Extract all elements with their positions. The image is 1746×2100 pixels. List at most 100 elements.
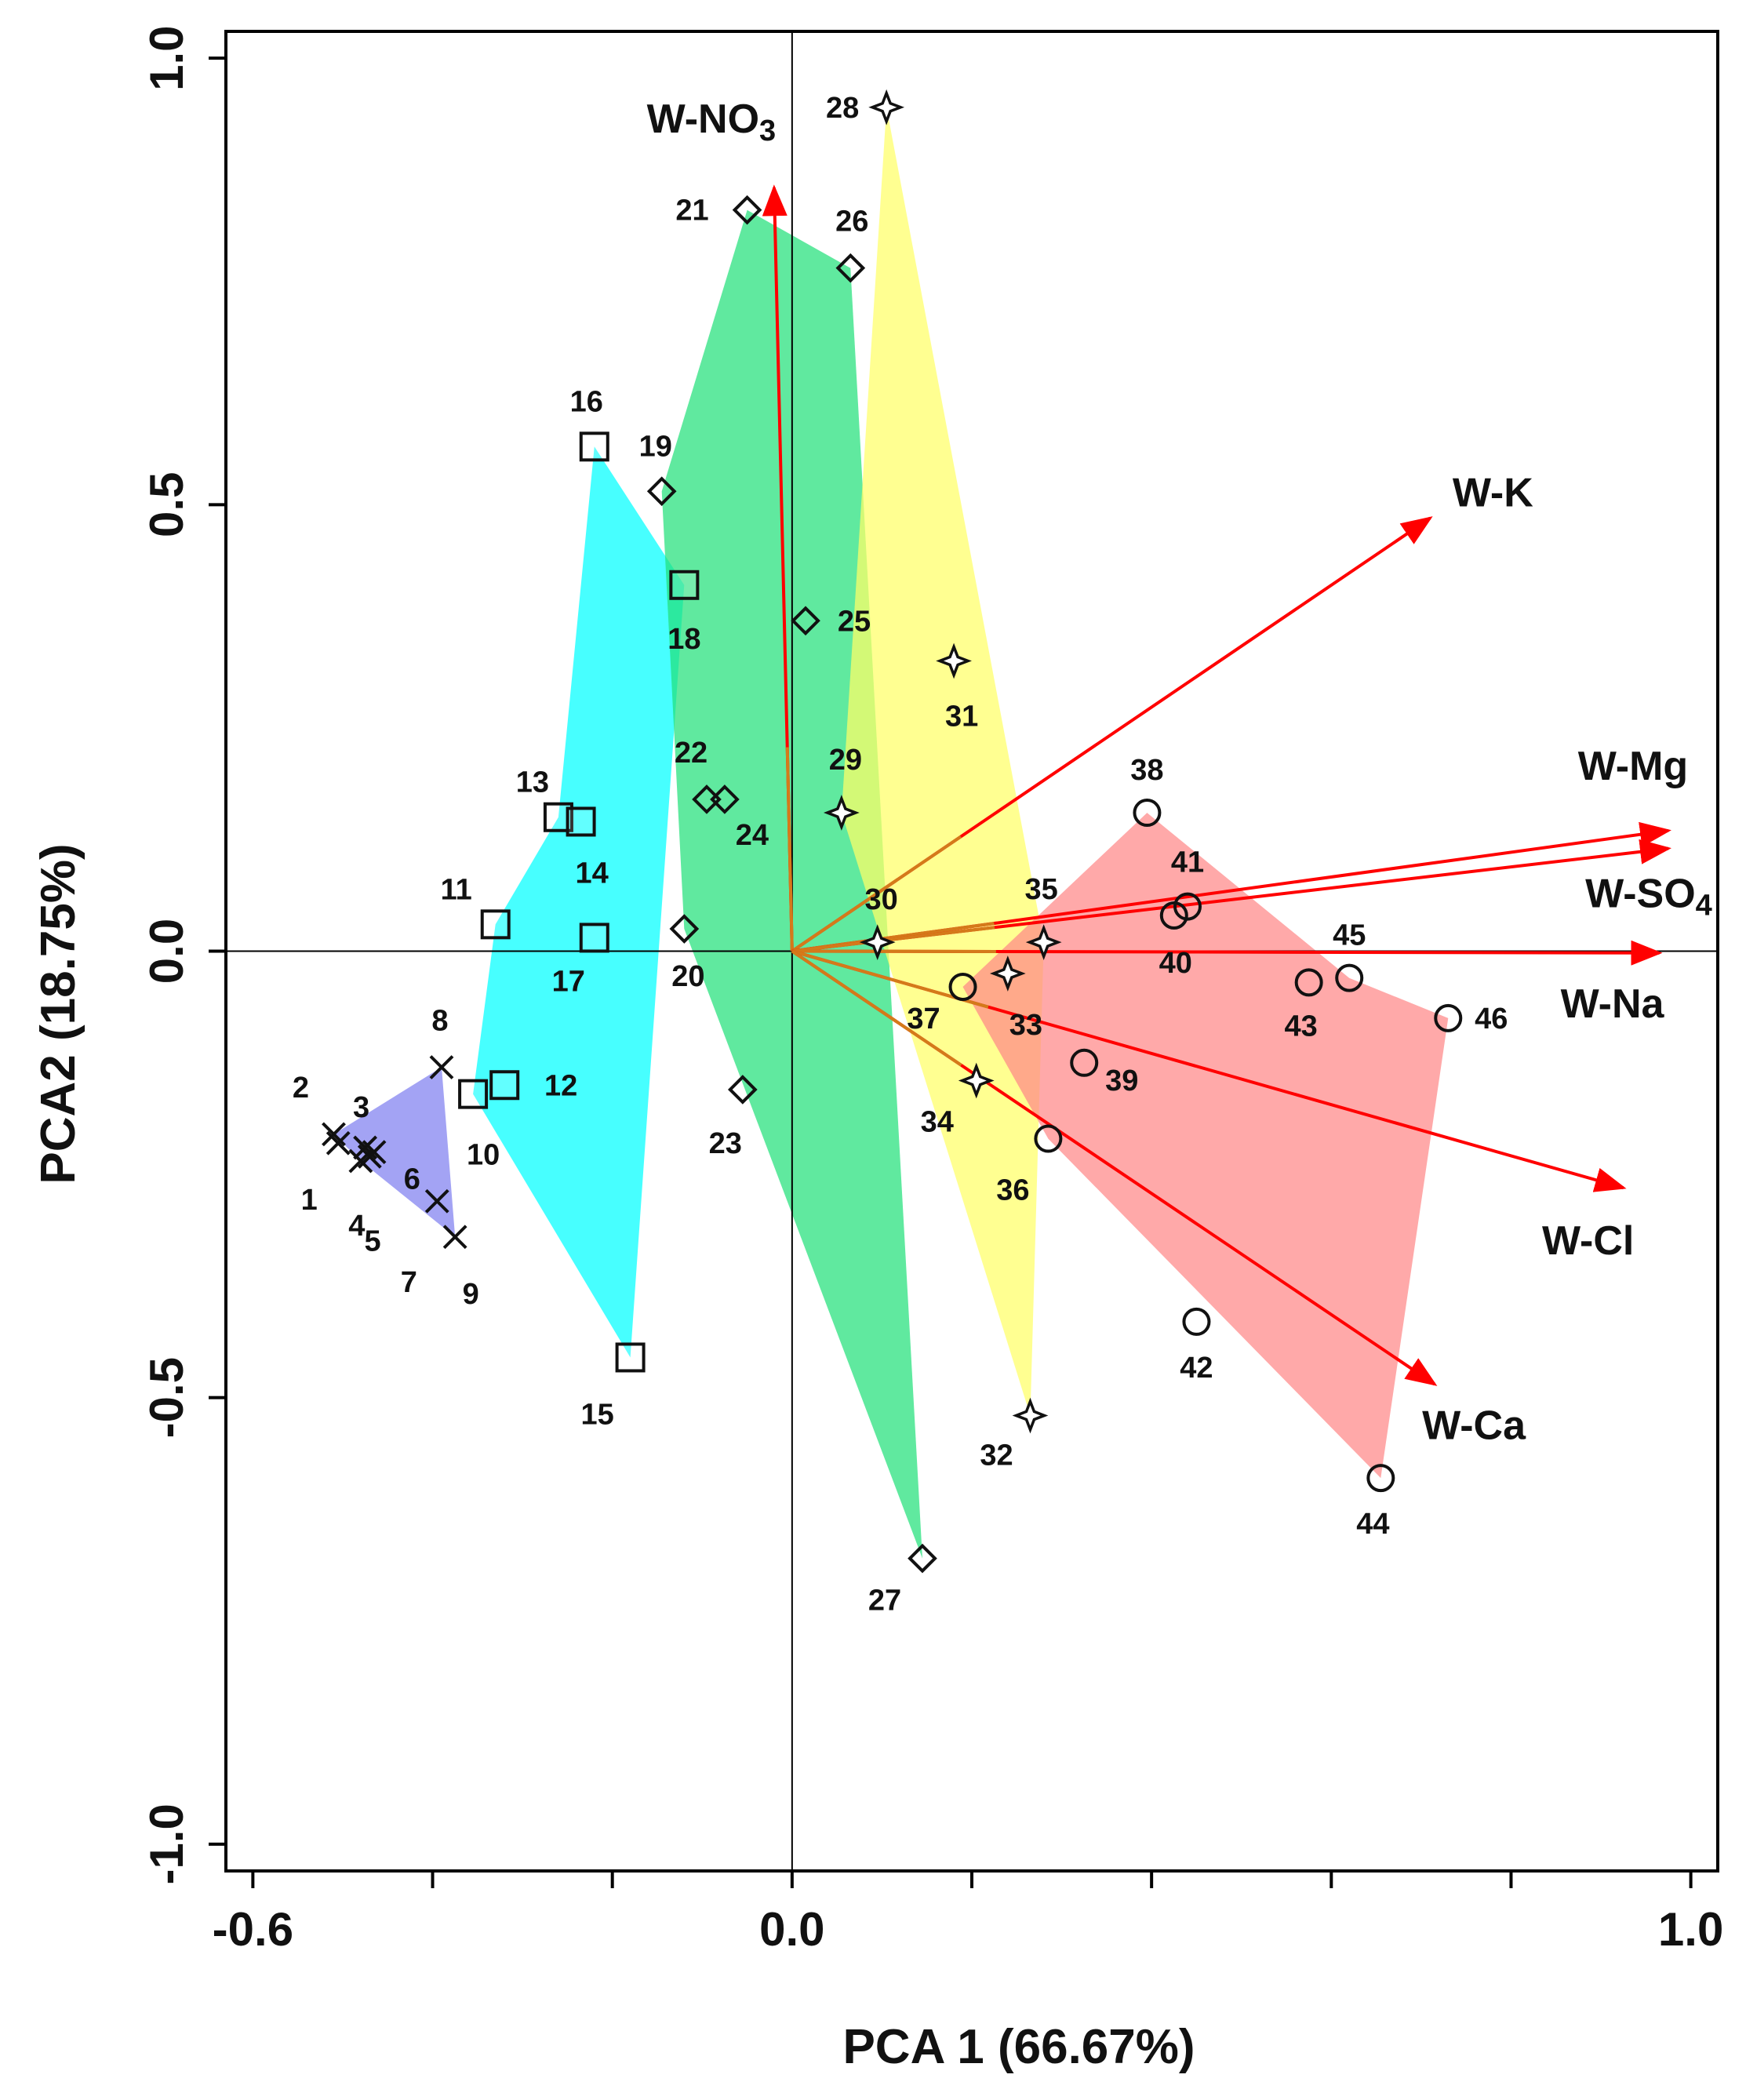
- point-marker-28: [868, 89, 905, 126]
- x-tick-label: 0.0: [759, 1903, 824, 1956]
- point-label-46: 46: [1475, 1003, 1508, 1035]
- point-marker-32: [1012, 1397, 1049, 1434]
- point-label-9: 9: [463, 1278, 479, 1311]
- point-label-24: 24: [736, 819, 769, 852]
- point-label-2: 2: [293, 1072, 309, 1105]
- point-marker-27: [908, 1543, 937, 1574]
- point-marker-34: [958, 1062, 995, 1099]
- point-label-31: 31: [945, 701, 978, 733]
- point-marker-24: [710, 784, 740, 814]
- point-marker-23: [727, 1075, 758, 1105]
- point-label-27: 27: [868, 1585, 901, 1618]
- y-tick-label: 0.0: [140, 919, 193, 984]
- point-marker-44: [1366, 1464, 1395, 1493]
- point-label-44: 44: [1356, 1508, 1389, 1541]
- point-label-30: 30: [865, 883, 898, 916]
- y-tick-label: 0.5: [140, 472, 193, 537]
- point-label-33: 33: [1009, 1009, 1042, 1042]
- point-label-28: 28: [826, 92, 859, 125]
- point-marker-14: [566, 806, 596, 837]
- point-marker-17: [579, 923, 609, 953]
- point-marker-7: [424, 1188, 449, 1214]
- point-label-22: 22: [675, 737, 707, 770]
- point-label-7: 7: [401, 1266, 417, 1299]
- loading-vectors: W-NO3 W-K W-Mg W-SO4 W-Na W-Cl W-Ca: [647, 96, 1712, 1448]
- point-marker-6: [357, 1144, 382, 1169]
- point-marker-42: [1182, 1307, 1211, 1336]
- point-marker-30: [859, 924, 896, 960]
- vector-shaft-w-so4: [791, 926, 995, 953]
- point-label-37: 37: [907, 1003, 940, 1035]
- point-marker-18: [669, 570, 700, 600]
- axis-ticks: -0.6 0.0 1.0 -1.0 -0.5 0.0 0.5 1.0: [140, 25, 1723, 1956]
- y-axis-title: PCA2 (18.75%): [31, 843, 85, 1184]
- point-marker-38: [1133, 799, 1162, 828]
- point-label-21: 21: [675, 195, 708, 227]
- point-marker-36: [1034, 1124, 1063, 1153]
- point-label-36: 36: [996, 1174, 1029, 1207]
- group-2-hull: [473, 446, 685, 1358]
- vector-label-w-no3: W-NO3: [647, 96, 777, 147]
- point-marker-33: [989, 955, 1026, 992]
- point-label-4: 4: [348, 1210, 365, 1243]
- point-label-32: 32: [980, 1439, 1013, 1472]
- point-label-29: 29: [829, 744, 862, 777]
- x-tick-label: 1.0: [1658, 1903, 1723, 1956]
- point-marker-16: [579, 431, 609, 462]
- point-label-43: 43: [1285, 1010, 1318, 1043]
- point-label-23: 23: [709, 1127, 742, 1160]
- point-marker-20: [669, 914, 700, 944]
- vector-label-w-k: W-K: [1453, 470, 1533, 515]
- point-marker-19: [646, 476, 677, 507]
- y-tick-label: -0.5: [140, 1357, 193, 1438]
- point-label-42: 42: [1180, 1352, 1213, 1385]
- point-marker-37: [948, 973, 977, 1002]
- point-label-6: 6: [404, 1163, 420, 1196]
- point-label-34: 34: [921, 1106, 954, 1139]
- point-marker-31: [936, 642, 972, 679]
- point-marker-10: [458, 1079, 489, 1109]
- point-marker-21: [732, 195, 762, 225]
- point-label-5: 5: [364, 1225, 380, 1258]
- group-hulls: [333, 107, 1449, 1559]
- point-marker-29: [823, 795, 860, 831]
- point-marker-26: [835, 253, 866, 283]
- point-label-18: 18: [667, 623, 700, 656]
- point-label-19: 19: [639, 430, 672, 463]
- point-label-10: 10: [467, 1139, 500, 1172]
- point-label-39: 39: [1105, 1065, 1138, 1097]
- point-label-26: 26: [835, 206, 868, 238]
- point-label-14: 14: [575, 857, 608, 890]
- point-label-17: 17: [552, 965, 585, 998]
- y-tick-label: 1.0: [140, 25, 193, 90]
- vector-shaft-w-no3: [785, 747, 794, 952]
- x-axis-title: PCA 1 (66.67%): [842, 2020, 1195, 2074]
- point-marker-46: [1434, 1003, 1463, 1032]
- point-label-45: 45: [1333, 919, 1366, 952]
- vector-shaft-w-ca: [791, 949, 962, 1067]
- point-marker-12: [489, 1070, 520, 1101]
- point-marker-45: [1335, 963, 1364, 992]
- point-label-1: 1: [301, 1184, 318, 1217]
- point-marker-2: [322, 1122, 346, 1147]
- point-marker-43: [1294, 968, 1323, 997]
- point-label-41: 41: [1171, 846, 1204, 879]
- point-label-13: 13: [516, 766, 549, 799]
- point-marker-15: [615, 1342, 646, 1373]
- point-marker-39: [1070, 1048, 1099, 1077]
- vector-label-w-cl: W-Cl: [1542, 1218, 1634, 1264]
- vector-label-w-na: W-Na: [1561, 981, 1665, 1027]
- point-marker-41: [1173, 892, 1202, 921]
- point-marker-8: [429, 1055, 454, 1079]
- point-label-35: 35: [1025, 873, 1058, 906]
- point-label-11: 11: [441, 873, 472, 906]
- point-label-25: 25: [838, 605, 871, 638]
- point-label-3: 3: [353, 1091, 369, 1124]
- x-tick-label: -0.6: [213, 1903, 293, 1956]
- point-marker-25: [791, 606, 820, 636]
- y-tick-label: -1.0: [140, 1803, 193, 1884]
- vector-label-w-ca: W-Ca: [1422, 1403, 1526, 1449]
- point-label-15: 15: [580, 1398, 613, 1431]
